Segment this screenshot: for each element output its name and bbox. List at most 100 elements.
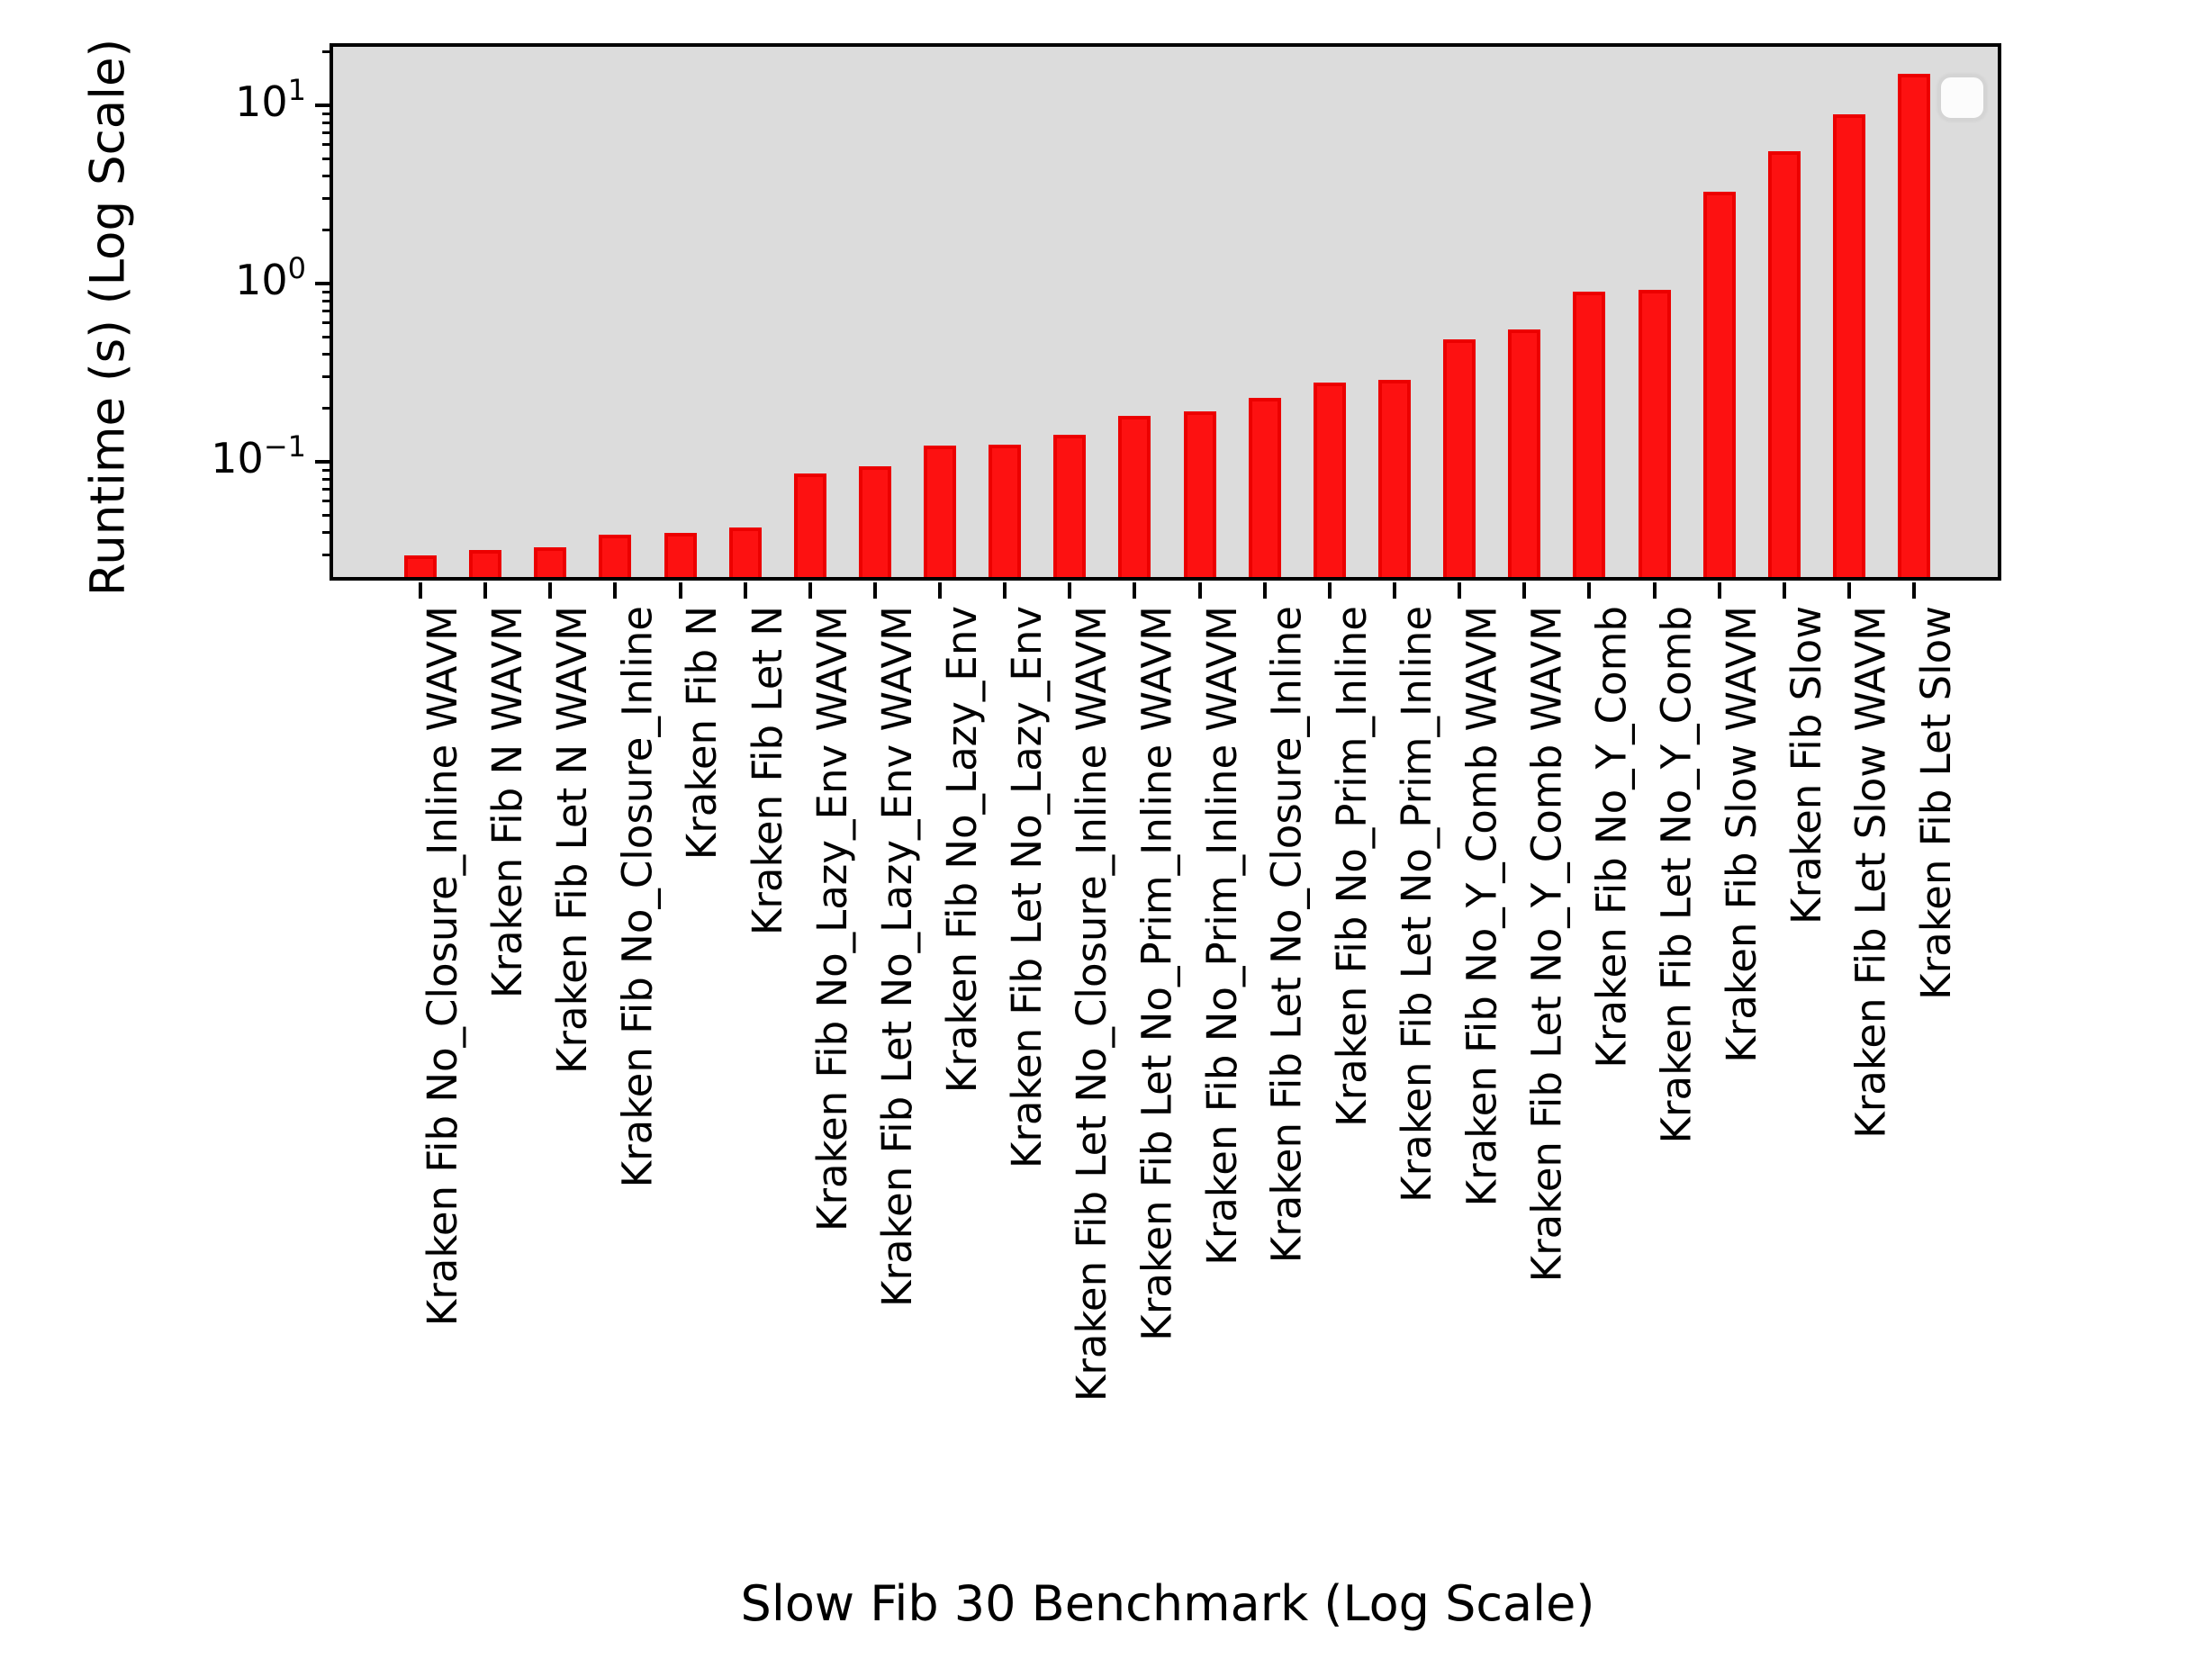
bar <box>599 535 632 581</box>
x-tick-label: Kraken Fib Let No_Closure_Inline WAVM <box>1068 606 1116 1402</box>
y-minor-tick-mark <box>322 197 331 200</box>
y-minor-tick-mark <box>322 488 331 491</box>
x-tick-mark <box>872 582 877 599</box>
x-tick-mark <box>1522 582 1527 599</box>
x-tick-label: Kraken Fib Let Slow <box>1912 606 1960 1000</box>
y-minor-tick-mark <box>322 375 331 378</box>
plot-area <box>330 43 2001 581</box>
bar <box>793 473 826 581</box>
bar <box>1313 383 1346 581</box>
bar <box>1053 434 1087 581</box>
x-tick-mark <box>678 582 682 599</box>
y-minor-tick-mark <box>322 477 331 481</box>
bar <box>1508 329 1541 581</box>
y-minor-tick-mark <box>322 531 331 535</box>
bar <box>534 547 567 581</box>
bar <box>469 550 502 581</box>
bar <box>1702 192 1736 581</box>
y-minor-tick-mark <box>322 468 331 472</box>
y-axis-title: Runtime (s) (Log Scale) <box>80 38 136 597</box>
bar <box>924 446 956 581</box>
y-minor-tick-mark <box>322 158 331 161</box>
y-minor-tick-mark <box>322 336 331 339</box>
bar <box>404 555 437 581</box>
x-tick-mark <box>1652 582 1657 599</box>
x-tick-label: Kraken Fib Slow WAVM <box>1717 606 1765 1063</box>
y-minor-tick-mark <box>322 131 331 135</box>
bar <box>1767 151 1801 581</box>
y-tick-label: 101 <box>235 73 306 126</box>
x-tick-mark <box>1327 582 1332 599</box>
bar <box>1832 114 1865 581</box>
x-tick-label: Kraken Fib No_Lazy_Env WAVM <box>808 606 856 1232</box>
x-tick-mark <box>1393 582 1396 599</box>
x-tick-mark <box>1068 582 1072 599</box>
x-tick-mark <box>1587 582 1592 599</box>
y-minor-tick-mark <box>322 353 331 356</box>
y-minor-tick-mark <box>322 175 331 178</box>
y-minor-tick-mark <box>322 500 331 503</box>
x-tick-label: Kraken Fib Let No_Y_Comb WAVM <box>1522 606 1571 1283</box>
bar <box>1638 290 1671 581</box>
y-minor-tick-mark <box>322 112 331 115</box>
x-tick-mark <box>1846 582 1851 599</box>
x-tick-label: Kraken Fib Let N WAVM <box>548 606 597 1074</box>
y-tick-label: 100 <box>235 251 306 304</box>
x-tick-label: Kraken Fib N WAVM <box>483 606 532 999</box>
x-tick-label: Kraken Fib No_Prim_Inline <box>1327 606 1376 1127</box>
x-tick-mark <box>743 582 747 599</box>
bar <box>1573 292 1606 581</box>
y-minor-tick-mark <box>322 406 331 410</box>
y-minor-tick-mark <box>322 143 331 147</box>
x-tick-label: Kraken Fib No_Closure_Inline <box>613 606 662 1188</box>
x-tick-label: Kraken Fib N <box>678 606 727 861</box>
x-tick-mark <box>1717 582 1721 599</box>
bar <box>664 532 697 581</box>
bar <box>1378 380 1411 581</box>
y-minor-tick-mark <box>322 290 331 293</box>
x-tick-mark <box>483 582 488 599</box>
y-minor-tick-mark <box>322 228 331 231</box>
y-minor-tick-mark <box>322 310 331 313</box>
y-minor-tick-mark <box>322 299 331 302</box>
x-tick-label: Kraken Fib Let No_Lazy_Env <box>1003 606 1052 1169</box>
bar <box>728 527 762 581</box>
x-tick-label: Kraken Fib Let No_Lazy_Env WAVM <box>872 606 921 1307</box>
y-major-tick-mark <box>315 104 331 107</box>
x-tick-label: Kraken Fib No_Lazy_Env <box>938 606 986 1094</box>
x-tick-mark <box>1197 582 1202 599</box>
x-tick-mark <box>1133 582 1137 599</box>
x-tick-label: Kraken Fib No_Closure_Inline WAVM <box>419 606 466 1327</box>
x-tick-label: Kraken Fib Slow <box>1782 606 1830 924</box>
y-major-tick-mark <box>315 460 331 464</box>
y-tick-exponent: 0 <box>287 251 306 285</box>
x-tick-mark <box>613 582 618 599</box>
bar <box>1898 74 1930 581</box>
bar <box>1443 339 1476 581</box>
bar <box>1183 410 1216 581</box>
x-tick-label: Kraken Fib Let No_Y_Comb <box>1652 606 1701 1144</box>
bar <box>858 466 891 581</box>
x-tick-label: Kraken Fib Let Slow WAVM <box>1846 606 1895 1139</box>
y-minor-tick-mark <box>322 50 331 53</box>
bar <box>1118 416 1151 581</box>
legend-box[interactable] <box>1938 75 1986 121</box>
x-tick-mark <box>1458 582 1462 599</box>
x-tick-mark <box>1003 582 1007 599</box>
y-tick-label: 10−1 <box>211 429 306 482</box>
x-tick-mark <box>808 582 812 599</box>
x-tick-mark <box>1262 582 1267 599</box>
x-tick-mark <box>548 582 553 599</box>
y-tick-exponent: −1 <box>263 429 306 464</box>
x-tick-label: Kraken Fib No_Y_Comb WAVM <box>1458 606 1506 1207</box>
x-tick-label: Kraken Fib No_Prim_Inline WAVM <box>1197 606 1246 1266</box>
y-tick-exponent: 1 <box>287 73 306 107</box>
x-tick-label: Kraken Fib No_Y_Comb <box>1587 606 1636 1068</box>
x-tick-mark <box>419 582 422 599</box>
x-tick-label: Kraken Fib Let No_Prim_Inline WAVM <box>1133 606 1181 1341</box>
x-axis-title: Slow Fib 30 Benchmark (Log Scale) <box>740 1575 1595 1632</box>
y-minor-tick-mark <box>322 554 331 556</box>
x-tick-mark <box>938 582 942 599</box>
y-minor-tick-mark <box>322 321 331 325</box>
